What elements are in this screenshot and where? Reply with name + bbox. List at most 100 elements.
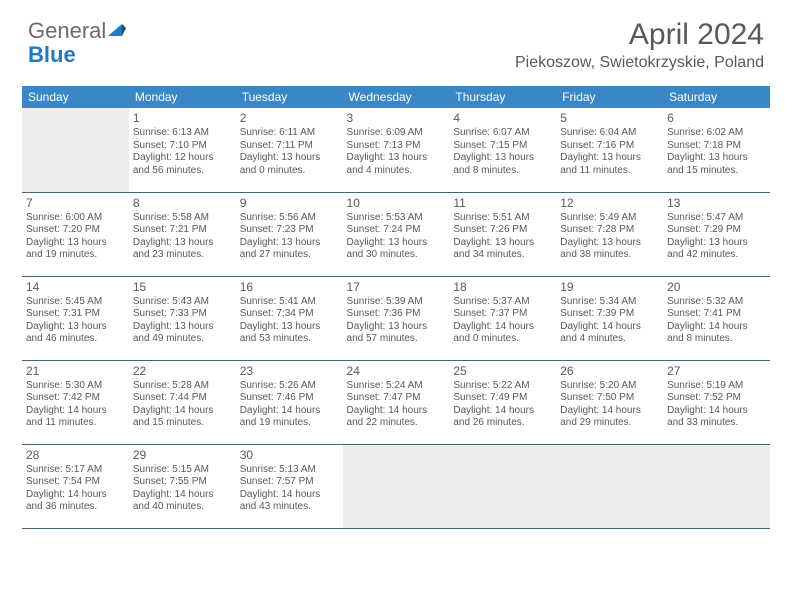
logo-text-1: General: [28, 18, 106, 44]
sunset-line: Sunset: 7:11 PM: [240, 140, 339, 153]
calendar-day-cell: 12Sunrise: 5:49 AMSunset: 7:28 PMDayligh…: [556, 192, 663, 276]
calendar-day-cell: 21Sunrise: 5:30 AMSunset: 7:42 PMDayligh…: [22, 360, 129, 444]
day-number: 9: [240, 196, 339, 211]
day-number: 6: [667, 111, 766, 126]
daylight-line: Daylight: 13 hours and 30 minutes.: [347, 237, 446, 262]
calendar-day-cell: 4Sunrise: 6:07 AMSunset: 7:15 PMDaylight…: [449, 108, 556, 192]
daylight-line: Daylight: 12 hours and 56 minutes.: [133, 152, 232, 177]
sunrise-line: Sunrise: 5:41 AM: [240, 296, 339, 309]
sunset-line: Sunset: 7:13 PM: [347, 140, 446, 153]
logo: General: [28, 18, 126, 44]
month-title: April 2024: [515, 18, 764, 52]
day-number: 4: [453, 111, 552, 126]
day-header: Sunday: [22, 86, 129, 108]
sunset-line: Sunset: 7:31 PM: [26, 308, 125, 321]
sunset-line: Sunset: 7:57 PM: [240, 476, 339, 489]
day-number: 22: [133, 364, 232, 379]
day-number: 25: [453, 364, 552, 379]
sunrise-line: Sunrise: 5:37 AM: [453, 296, 552, 309]
day-number: 17: [347, 280, 446, 295]
sunset-line: Sunset: 7:55 PM: [133, 476, 232, 489]
calendar-empty-cell: [663, 444, 770, 528]
sunrise-line: Sunrise: 5:30 AM: [26, 380, 125, 393]
calendar-week-row: 28Sunrise: 5:17 AMSunset: 7:54 PMDayligh…: [22, 444, 770, 528]
day-number: 15: [133, 280, 232, 295]
calendar-day-cell: 1Sunrise: 6:13 AMSunset: 7:10 PMDaylight…: [129, 108, 236, 192]
calendar-table: Sunday Monday Tuesday Wednesday Thursday…: [22, 86, 770, 529]
day-number: 23: [240, 364, 339, 379]
sunrise-line: Sunrise: 6:00 AM: [26, 212, 125, 225]
daylight-line: Daylight: 13 hours and 19 minutes.: [26, 237, 125, 262]
calendar-day-cell: 22Sunrise: 5:28 AMSunset: 7:44 PMDayligh…: [129, 360, 236, 444]
calendar-week-row: 7Sunrise: 6:00 AMSunset: 7:20 PMDaylight…: [22, 192, 770, 276]
sunrise-line: Sunrise: 6:07 AM: [453, 127, 552, 140]
header: General April 2024 Piekoszow, Swietokrzy…: [0, 0, 792, 80]
day-header: Monday: [129, 86, 236, 108]
daylight-line: Daylight: 13 hours and 23 minutes.: [133, 237, 232, 262]
calendar-week-row: 14Sunrise: 5:45 AMSunset: 7:31 PMDayligh…: [22, 276, 770, 360]
daylight-line: Daylight: 14 hours and 8 minutes.: [667, 321, 766, 346]
sunrise-line: Sunrise: 5:22 AM: [453, 380, 552, 393]
sunrise-line: Sunrise: 5:26 AM: [240, 380, 339, 393]
day-number: 7: [26, 196, 125, 211]
day-number: 11: [453, 196, 552, 211]
day-number: 28: [26, 448, 125, 463]
sunset-line: Sunset: 7:50 PM: [560, 392, 659, 405]
daylight-line: Daylight: 13 hours and 46 minutes.: [26, 321, 125, 346]
daylight-line: Daylight: 14 hours and 22 minutes.: [347, 405, 446, 430]
calendar-empty-cell: [343, 444, 450, 528]
sunset-line: Sunset: 7:54 PM: [26, 476, 125, 489]
daylight-line: Daylight: 13 hours and 38 minutes.: [560, 237, 659, 262]
day-number: 20: [667, 280, 766, 295]
calendar-empty-cell: [22, 108, 129, 192]
day-number: 19: [560, 280, 659, 295]
sunrise-line: Sunrise: 5:58 AM: [133, 212, 232, 225]
daylight-line: Daylight: 13 hours and 53 minutes.: [240, 321, 339, 346]
calendar-day-cell: 27Sunrise: 5:19 AMSunset: 7:52 PMDayligh…: [663, 360, 770, 444]
logo-text-2: Blue: [28, 42, 76, 68]
day-header: Saturday: [663, 86, 770, 108]
day-number: 3: [347, 111, 446, 126]
sunrise-line: Sunrise: 5:28 AM: [133, 380, 232, 393]
sunrise-line: Sunrise: 6:11 AM: [240, 127, 339, 140]
sunrise-line: Sunrise: 5:34 AM: [560, 296, 659, 309]
sunrise-line: Sunrise: 5:15 AM: [133, 464, 232, 477]
calendar-day-cell: 30Sunrise: 5:13 AMSunset: 7:57 PMDayligh…: [236, 444, 343, 528]
daylight-line: Daylight: 13 hours and 11 minutes.: [560, 152, 659, 177]
calendar-day-cell: 10Sunrise: 5:53 AMSunset: 7:24 PMDayligh…: [343, 192, 450, 276]
sunrise-line: Sunrise: 5:43 AM: [133, 296, 232, 309]
sunset-line: Sunset: 7:37 PM: [453, 308, 552, 321]
location: Piekoszow, Swietokrzyskie, Poland: [515, 54, 764, 72]
daylight-line: Daylight: 13 hours and 27 minutes.: [240, 237, 339, 262]
sunset-line: Sunset: 7:10 PM: [133, 140, 232, 153]
sunrise-line: Sunrise: 6:13 AM: [133, 127, 232, 140]
calendar-day-cell: 5Sunrise: 6:04 AMSunset: 7:16 PMDaylight…: [556, 108, 663, 192]
daylight-line: Daylight: 14 hours and 36 minutes.: [26, 489, 125, 514]
sunrise-line: Sunrise: 5:51 AM: [453, 212, 552, 225]
calendar-day-cell: 24Sunrise: 5:24 AMSunset: 7:47 PMDayligh…: [343, 360, 450, 444]
sunset-line: Sunset: 7:21 PM: [133, 224, 232, 237]
calendar-header-row: Sunday Monday Tuesday Wednesday Thursday…: [22, 86, 770, 108]
sunset-line: Sunset: 7:15 PM: [453, 140, 552, 153]
calendar-week-row: 1Sunrise: 6:13 AMSunset: 7:10 PMDaylight…: [22, 108, 770, 192]
calendar-day-cell: 20Sunrise: 5:32 AMSunset: 7:41 PMDayligh…: [663, 276, 770, 360]
sunrise-line: Sunrise: 5:45 AM: [26, 296, 125, 309]
calendar-day-cell: 2Sunrise: 6:11 AMSunset: 7:11 PMDaylight…: [236, 108, 343, 192]
calendar-empty-cell: [449, 444, 556, 528]
calendar-day-cell: 26Sunrise: 5:20 AMSunset: 7:50 PMDayligh…: [556, 360, 663, 444]
sunrise-line: Sunrise: 5:17 AM: [26, 464, 125, 477]
sunrise-line: Sunrise: 5:13 AM: [240, 464, 339, 477]
day-header: Friday: [556, 86, 663, 108]
sunset-line: Sunset: 7:26 PM: [453, 224, 552, 237]
daylight-line: Daylight: 13 hours and 49 minutes.: [133, 321, 232, 346]
sunset-line: Sunset: 7:33 PM: [133, 308, 232, 321]
sunset-line: Sunset: 7:36 PM: [347, 308, 446, 321]
sunrise-line: Sunrise: 6:02 AM: [667, 127, 766, 140]
sunset-line: Sunset: 7:42 PM: [26, 392, 125, 405]
daylight-line: Daylight: 13 hours and 34 minutes.: [453, 237, 552, 262]
sunrise-line: Sunrise: 5:20 AM: [560, 380, 659, 393]
calendar-body: 1Sunrise: 6:13 AMSunset: 7:10 PMDaylight…: [22, 108, 770, 528]
day-number: 14: [26, 280, 125, 295]
day-number: 26: [560, 364, 659, 379]
sunrise-line: Sunrise: 5:24 AM: [347, 380, 446, 393]
